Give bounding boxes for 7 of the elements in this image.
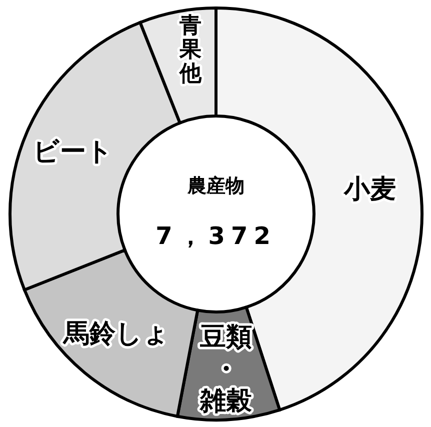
slice-label: 青果他: [178, 12, 203, 86]
slice-label: 小麦: [343, 174, 396, 205]
text: 7，372: [156, 222, 276, 250]
text: 農産物: [186, 175, 244, 197]
slice-label: ビート: [32, 137, 113, 168]
slice-label: 豆類・雑穀: [198, 322, 252, 417]
slice-label: 馬鈴しょ: [62, 319, 170, 350]
